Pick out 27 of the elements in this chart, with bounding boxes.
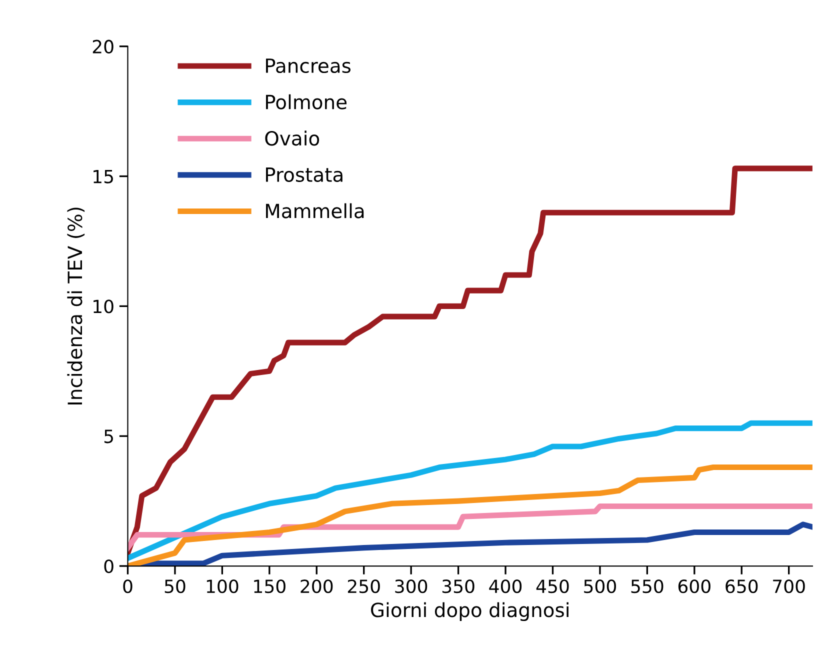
x-tick-label: 350 bbox=[442, 580, 474, 594]
y-tick-label: 20 bbox=[92, 40, 114, 54]
legend-label: Mammella bbox=[266, 203, 364, 218]
x-tick-label: 450 bbox=[536, 580, 569, 594]
x-tick-label: 50 bbox=[164, 580, 186, 594]
x-axis-title: Giorni dopo diagnosi bbox=[371, 602, 568, 622]
x-tick-label: 300 bbox=[395, 580, 428, 594]
legend-label: Polmone bbox=[266, 94, 347, 110]
x-tick-label: 500 bbox=[584, 580, 616, 594]
x-tick-label: 100 bbox=[206, 580, 238, 594]
x-tick-label: 150 bbox=[254, 580, 286, 594]
x-tick-label: 400 bbox=[489, 580, 522, 594]
x-tick-label: 700 bbox=[773, 580, 805, 594]
x-tick-label: 0 bbox=[123, 580, 132, 594]
y-tick-label: 10 bbox=[94, 300, 114, 314]
legend-label: Pancreas bbox=[266, 58, 351, 74]
y-tick-label: 5 bbox=[104, 430, 113, 444]
x-tick-label: 550 bbox=[631, 580, 664, 594]
x-tick-label: 650 bbox=[726, 580, 758, 594]
y-axis-title: Incidenza di TEV (%) bbox=[67, 208, 85, 404]
y-tick-label: 15 bbox=[94, 170, 113, 184]
x-tick-label: 250 bbox=[348, 580, 380, 594]
legend-label: Prostata bbox=[266, 168, 342, 182]
legend-label: Ovaio bbox=[265, 130, 320, 146]
y-tick-label: 0 bbox=[104, 559, 114, 574]
x-tick-label: 600 bbox=[678, 580, 710, 594]
x-tick-label: 200 bbox=[300, 580, 333, 594]
